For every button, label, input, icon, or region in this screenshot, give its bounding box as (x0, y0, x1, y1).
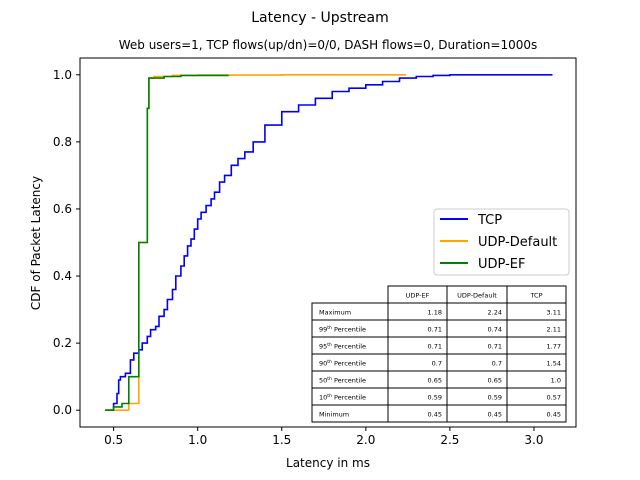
chart-subtitle: Web users=1, TCP flows(up/dn)=0/0, DASH … (119, 38, 538, 52)
plot-border (79, 57, 577, 428)
table-cell-value: 0.71 (428, 343, 442, 351)
x-tick-label: 3.0 (524, 433, 543, 447)
legend-label-tcp: TCP (477, 213, 502, 228)
y-tick-label: 1.0 (53, 68, 72, 82)
table-header-label: TCP (529, 292, 542, 300)
table-cell-value: 0.71 (488, 343, 502, 351)
stats-table: UDP-EF UDP-Default TCP Maximum 1.18 2.24 3.11 9… (311, 285, 567, 423)
table-row-label: 99th Percentile (319, 325, 366, 334)
y-tick-label: 0.6 (53, 202, 72, 216)
table-cell (506, 404, 567, 423)
x-axis-ticks: 0.5 1.0 1.5 2.0 2.5 3.0 (104, 427, 544, 447)
table-row-label: 50th Percentile (319, 376, 366, 385)
table-row-label: 10th Percentile (319, 393, 366, 402)
table-row-label: Maximum (319, 309, 351, 317)
table-cell-value: 0.74 (488, 326, 502, 334)
legend-label-udp-default: UDP-Default (478, 235, 557, 250)
x-tick-label: 2.0 (356, 433, 375, 447)
table-cell-value: 0.45 (428, 411, 442, 419)
series-layer (105, 74, 553, 411)
table-row-label: Minimum (319, 411, 349, 419)
table-cell-value: 1.18 (428, 309, 442, 317)
y-axis-ticks: 0.0 0.2 0.4 0.6 0.8 1.0 (53, 68, 80, 417)
table-header-label: UDP-EF (406, 292, 430, 300)
table-header-label: UDP-Default (457, 292, 497, 300)
x-tick-label: 0.5 (104, 433, 123, 447)
table-cell-value: 0.57 (547, 394, 561, 402)
table-cell-value: 0.45 (547, 411, 561, 419)
y-tick-label: 0.8 (53, 135, 72, 149)
table-cell-value: 2.24 (488, 309, 502, 317)
table-cell-value: 0.71 (428, 326, 442, 334)
series-line-udp-ef (105, 74, 229, 411)
legend-label-udp-ef: UDP-EF (478, 257, 525, 272)
legend: TCP UDP-Default UDP-EF (433, 208, 570, 276)
table-row-label: 90th Percentile (319, 359, 366, 368)
table-cell-value: 3.11 (547, 309, 561, 317)
table-cell-value: 0.7 (432, 360, 442, 368)
x-tick-label: 2.5 (440, 433, 459, 447)
legend-box (433, 208, 570, 276)
table-cell-value: 0.59 (428, 394, 442, 402)
table-cell-value: 0.65 (428, 377, 442, 385)
y-axis-label: CDF of Packet Latency (29, 176, 43, 310)
y-tick-label: 0.0 (53, 403, 72, 417)
table-cell-value: 1.77 (547, 343, 561, 351)
legend-items: TCP UDP-Default UDP-EF (440, 213, 557, 272)
table-cell-value: 0.45 (488, 411, 502, 419)
y-tick-label: 0.2 (53, 336, 72, 350)
table-cell-value: 0.59 (488, 394, 502, 402)
chart-title: Latency - Upstream (251, 10, 388, 26)
table-cell-value: 1.54 (547, 360, 561, 368)
x-tick-label: 1.0 (188, 433, 207, 447)
table-cell-value: 1.0 (551, 377, 561, 385)
table-cell-value: 2.11 (547, 326, 561, 334)
y-tick-label: 0.4 (53, 269, 72, 283)
table-cell-value: 0.7 (492, 360, 502, 368)
x-tick-label: 1.5 (272, 433, 291, 447)
table-row-label: 95th Percentile (319, 342, 366, 351)
table-cell-value: 0.65 (488, 377, 502, 385)
x-axis-label: Latency in ms (286, 456, 370, 470)
